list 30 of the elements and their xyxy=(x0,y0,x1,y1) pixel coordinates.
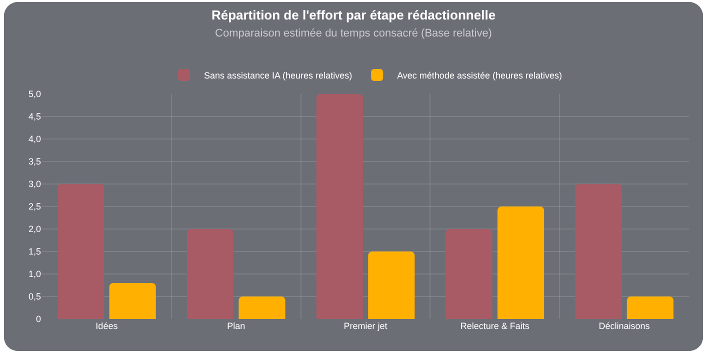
bar xyxy=(446,229,492,319)
bar xyxy=(238,296,286,319)
y-tick-label: 3,5 xyxy=(28,156,41,167)
bar xyxy=(497,206,544,319)
bar xyxy=(575,184,622,319)
bar xyxy=(186,229,234,319)
chart-subtitle: Comparaison estimée du temps consacré (Base relative) xyxy=(215,27,492,40)
bar xyxy=(58,184,104,319)
y-tick-label: 0 xyxy=(36,314,41,324)
bar xyxy=(368,252,415,319)
y-tick-label: 1,0 xyxy=(28,269,41,280)
x-tick-label: Déclinaisons xyxy=(598,321,650,331)
y-tick-label: 0,5 xyxy=(28,292,41,302)
legend-label: Avec méthode assistée (heures relatives) xyxy=(397,70,562,81)
bar xyxy=(109,283,156,319)
bar xyxy=(316,94,363,319)
y-tick-label: 2,0 xyxy=(28,224,41,234)
bar xyxy=(626,296,674,319)
y-tick-label: 1,5 xyxy=(28,246,41,257)
x-tick-label: Plan xyxy=(227,321,246,331)
y-tick-label: 5,0 xyxy=(28,89,41,100)
y-tick-label: 4,0 xyxy=(28,134,41,144)
x-tick-label: Idées xyxy=(96,321,118,331)
legend-label: Sans assistance IA (heures relatives) xyxy=(204,70,352,81)
x-tick-label: Relecture & Faits xyxy=(460,321,530,331)
y-tick-label: 4,5 xyxy=(28,112,41,122)
x-tick-label: Premier jet xyxy=(344,321,388,331)
chart-title: Répartition de l'effort par étape rédactionnelle xyxy=(211,7,496,22)
y-tick-label: 2,5 xyxy=(28,202,41,212)
y-tick-label: 3,0 xyxy=(28,179,41,190)
